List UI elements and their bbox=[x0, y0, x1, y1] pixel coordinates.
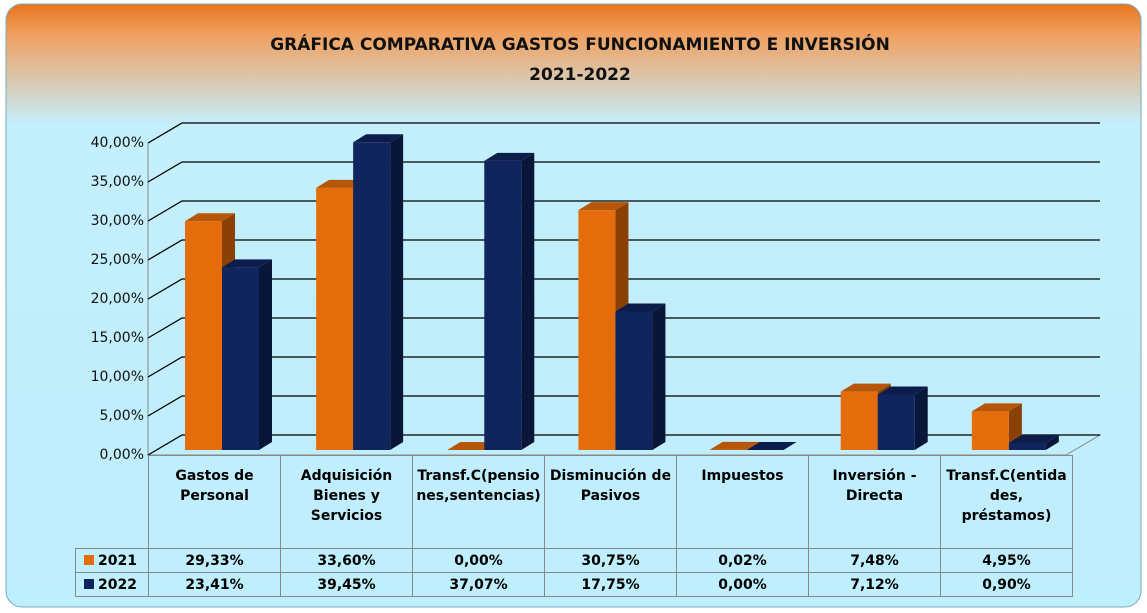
cat: Adquisición Bienes y Servicios bbox=[280, 455, 413, 549]
bar-front bbox=[877, 394, 915, 450]
bar-side bbox=[652, 303, 666, 450]
bar-side bbox=[746, 441, 760, 450]
bar-side bbox=[521, 152, 535, 450]
bar-front bbox=[353, 142, 391, 451]
grid-line bbox=[147, 278, 1100, 300]
bar-top bbox=[746, 442, 797, 450]
y-tick-label: 25,00% bbox=[91, 252, 144, 268]
data-table: Gastos de Personal Adquisición Bienes y S… bbox=[75, 455, 1073, 597]
bar-front bbox=[1008, 442, 1046, 450]
bar bbox=[746, 442, 797, 450]
val: 30,75% bbox=[544, 548, 677, 573]
bar-front bbox=[484, 160, 522, 450]
val: 17,75% bbox=[544, 572, 677, 597]
bar-front bbox=[185, 221, 222, 450]
bar bbox=[484, 152, 535, 450]
leg: 2022 bbox=[75, 572, 149, 597]
bar-top bbox=[222, 259, 272, 268]
y-tick-label: 30,00% bbox=[91, 213, 144, 229]
bar-top bbox=[840, 383, 891, 392]
grid-line bbox=[147, 122, 1100, 144]
bar-side bbox=[1045, 434, 1059, 450]
chart-title: GRÁFICA COMPARATIVA GASTOS FUNCIONAMIENT… bbox=[270, 33, 890, 55]
val: 4,95% bbox=[940, 548, 1073, 573]
legend-label: 2022 bbox=[98, 576, 137, 593]
val: 7,12% bbox=[808, 572, 941, 597]
bar bbox=[709, 441, 760, 450]
bar-side bbox=[259, 259, 272, 450]
bar bbox=[1008, 434, 1059, 450]
bar-top bbox=[971, 403, 1022, 412]
val: 0,00% bbox=[676, 572, 809, 597]
y-tick-label: 0,00% bbox=[100, 447, 144, 463]
bar-front bbox=[840, 391, 878, 450]
series-row: 2021 29,33% 33,60% 0,00% 30,75% 0,02% 7,48% 4,9… bbox=[75, 548, 1073, 573]
y-tick-label: 20,00% bbox=[91, 291, 144, 307]
chart-subtitle: 2021-2022 bbox=[529, 65, 631, 85]
bar-front bbox=[615, 311, 653, 450]
series-row: 2022 23,41% 39,45% 37,07% 17,75% 0,00% 7,12% 0,… bbox=[75, 572, 1073, 597]
cat: Gastos de Personal bbox=[148, 455, 281, 549]
grid-line bbox=[147, 200, 1100, 222]
leg: 2021 bbox=[75, 548, 149, 573]
bar-top bbox=[185, 213, 235, 222]
cat: Impuestos bbox=[676, 455, 809, 549]
grid-line bbox=[147, 356, 1100, 378]
grid-line bbox=[147, 239, 1100, 261]
y-tick-label: 15,00% bbox=[91, 330, 144, 346]
cat: Transf.C(entidades, préstamos) bbox=[940, 455, 1073, 549]
y-tick-label: 35,00% bbox=[91, 174, 144, 190]
grid-line bbox=[147, 161, 1100, 183]
bar-side bbox=[390, 134, 404, 451]
val: 39,45% bbox=[280, 572, 413, 597]
bar-top bbox=[1008, 434, 1059, 443]
cat: Transf.C(pensiones,sentencias) bbox=[412, 455, 545, 549]
bar-top bbox=[877, 386, 928, 395]
bar bbox=[222, 259, 272, 450]
val: 29,33% bbox=[148, 548, 281, 573]
bar-top bbox=[353, 134, 404, 143]
cat: Inversión - Directa bbox=[808, 455, 941, 549]
legend-label: 2021 bbox=[98, 552, 137, 569]
val: 37,07% bbox=[412, 572, 545, 597]
val: 33,60% bbox=[280, 548, 413, 573]
sw bbox=[84, 554, 94, 565]
bar-side bbox=[914, 386, 928, 450]
bar-top bbox=[484, 152, 535, 161]
val: 7,48% bbox=[808, 548, 941, 573]
val: 0,00% bbox=[412, 548, 545, 573]
val: 0,90% bbox=[940, 572, 1073, 597]
y-tick-label: 10,00% bbox=[91, 369, 144, 385]
y-tick-label: 40,00% bbox=[91, 135, 144, 151]
val: 0,02% bbox=[676, 548, 809, 573]
header-row: Gastos de Personal Adquisición Bienes y S… bbox=[76, 455, 1073, 549]
bar-top bbox=[615, 303, 666, 312]
bar bbox=[840, 383, 891, 450]
bar bbox=[615, 303, 666, 450]
val: 23,41% bbox=[148, 572, 281, 597]
sw bbox=[84, 578, 94, 589]
grid-line bbox=[147, 434, 1100, 456]
bar-front bbox=[971, 411, 1009, 450]
bar-top bbox=[578, 202, 629, 211]
bar-front bbox=[316, 187, 354, 451]
grid-line bbox=[147, 395, 1100, 417]
bar-top bbox=[709, 441, 760, 450]
blank bbox=[76, 456, 149, 549]
cat: Disminución de Pasivos bbox=[544, 455, 677, 549]
bar-front bbox=[222, 267, 259, 450]
bar bbox=[877, 386, 928, 450]
bar bbox=[353, 134, 404, 451]
grid-line bbox=[147, 317, 1100, 339]
bar-front bbox=[578, 210, 616, 450]
y-tick-label: 5,00% bbox=[100, 408, 144, 424]
